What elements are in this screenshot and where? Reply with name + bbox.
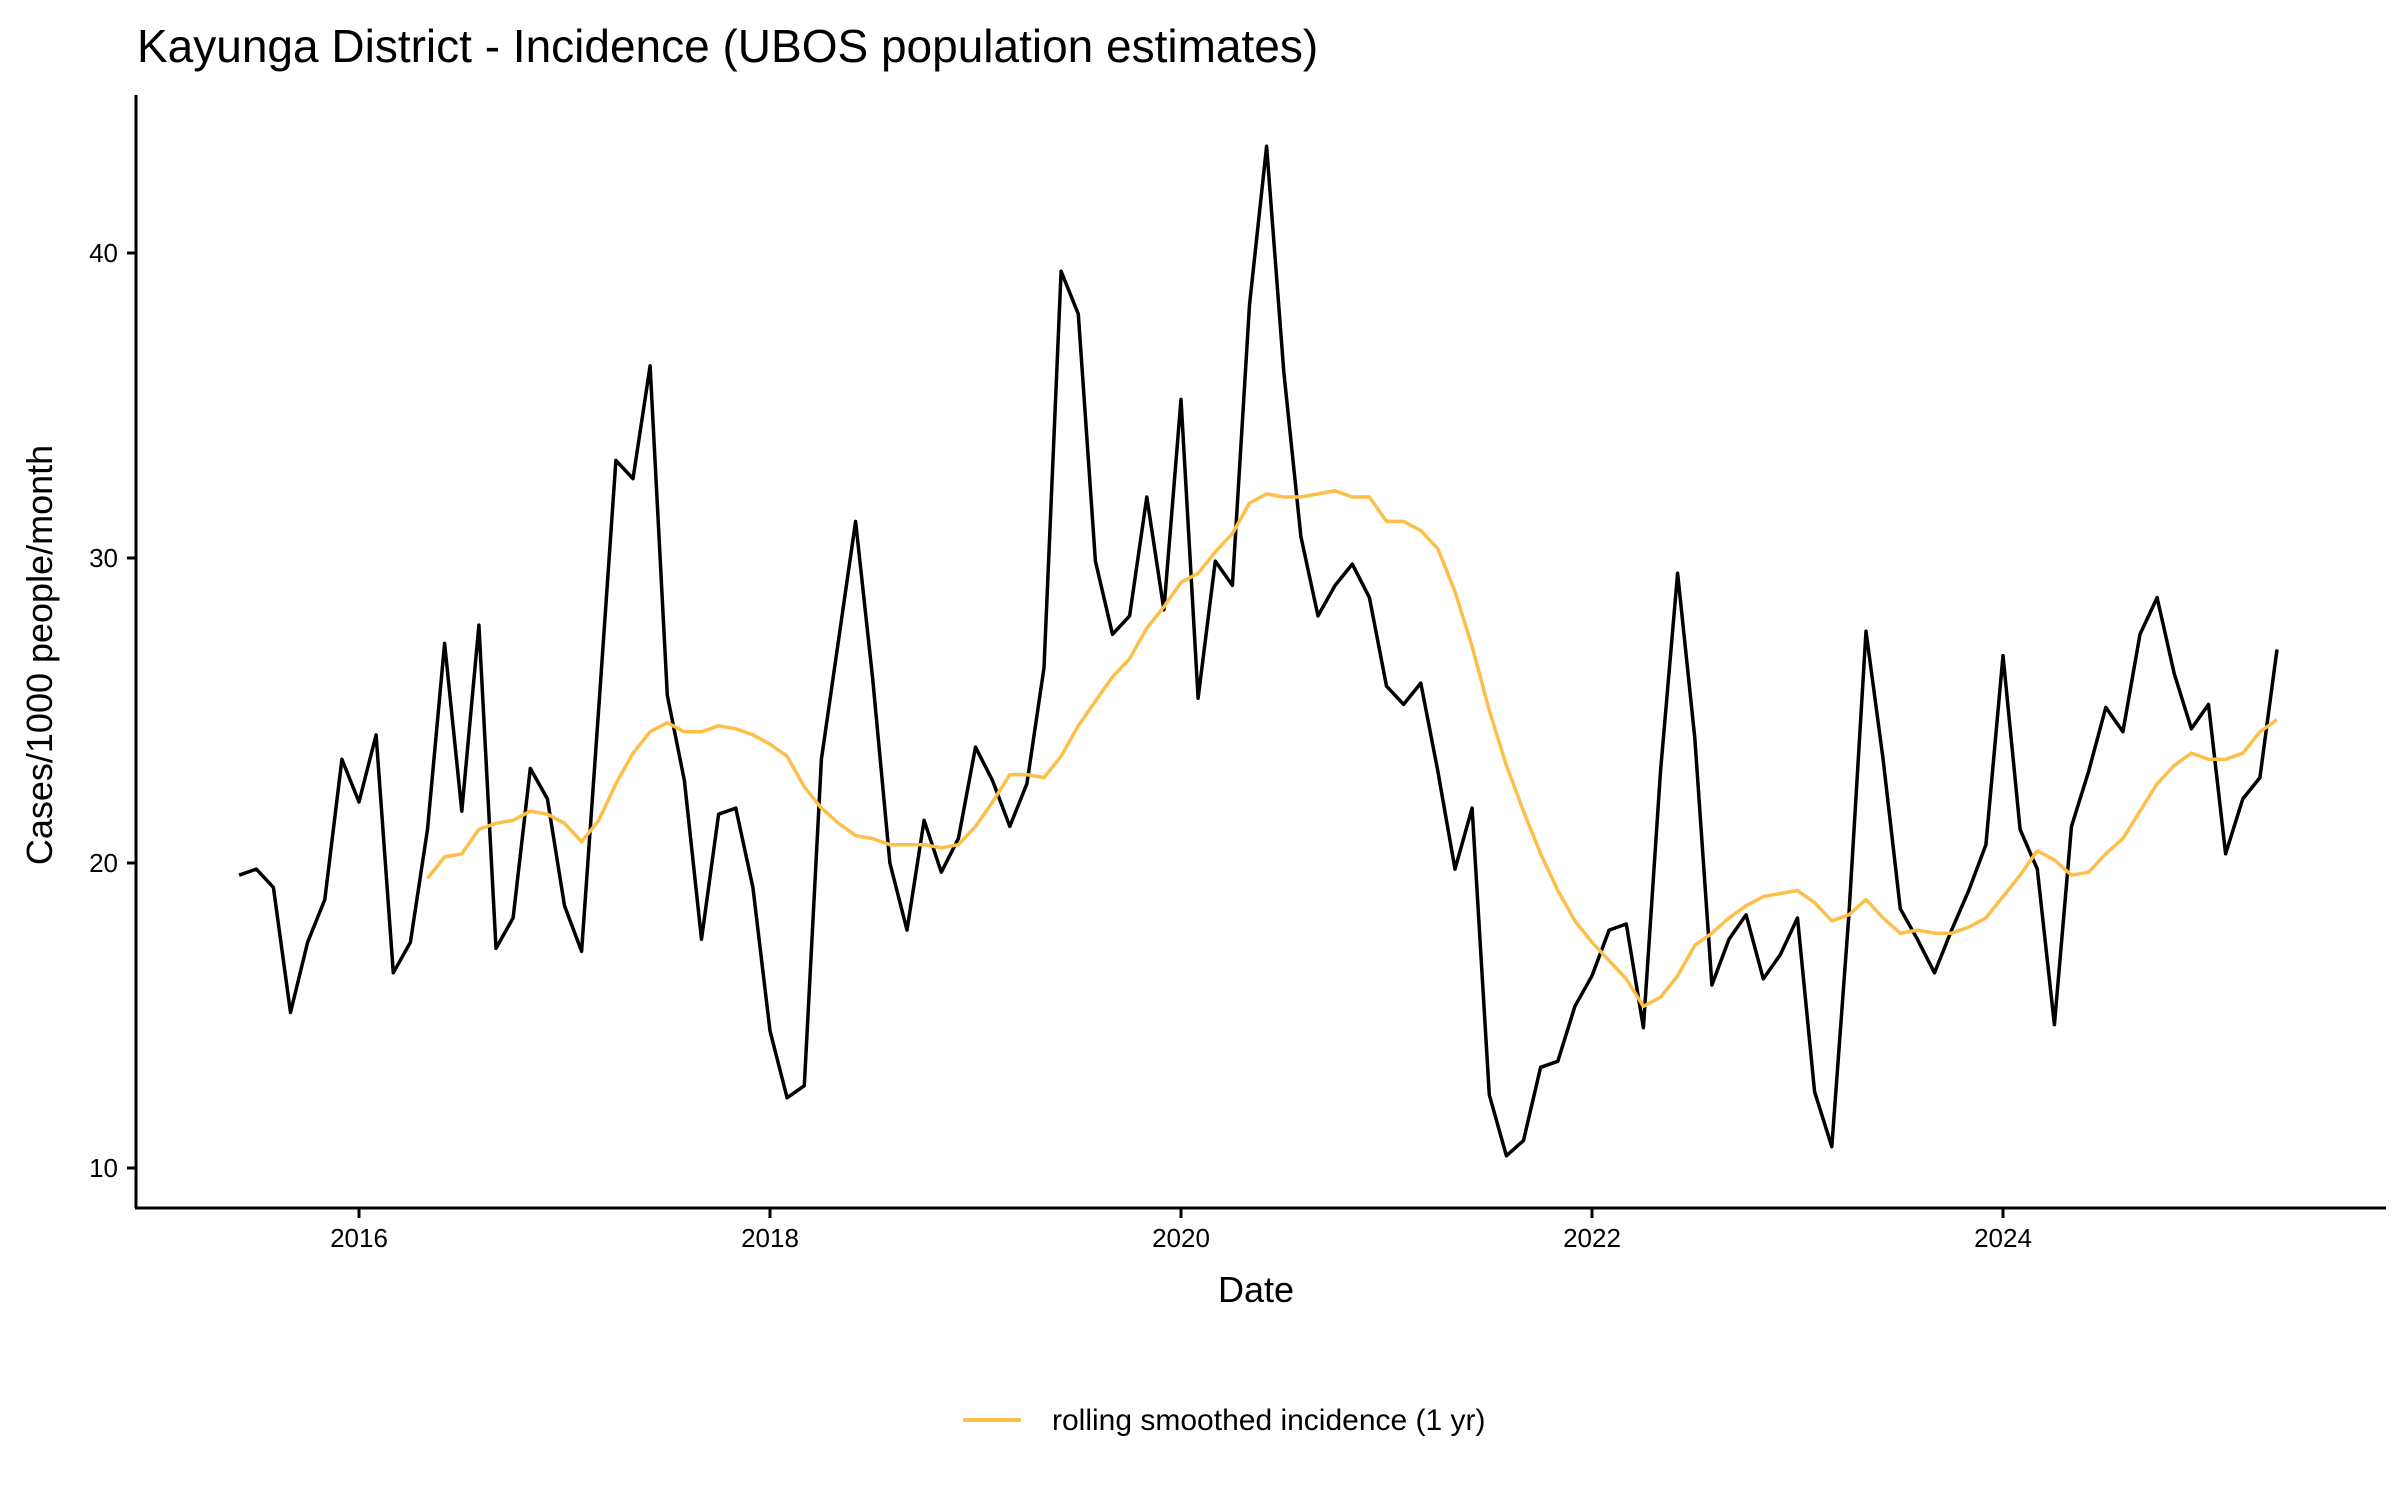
x-axis-ticks: 2016 2018 2020 2022 2024 [330,1208,2032,1253]
x-tick-label: 2016 [330,1223,388,1253]
y-tick-label: 30 [89,543,118,573]
legend-label-rolling: rolling smoothed incidence (1 yr) [1052,1404,1486,1437]
series-line-incidence [238,144,2279,1158]
y-axis-ticks: 10 20 30 40 [89,238,136,1183]
x-tick-label: 2018 [741,1223,799,1253]
x-tick-label: 2020 [1152,1223,1210,1253]
y-tick-label: 10 [89,1153,118,1183]
legend: rolling smoothed incidence (1 yr) [963,1404,1486,1437]
x-axis-title: Date [1218,1269,1294,1310]
x-tick-label: 2022 [1563,1223,1621,1253]
plot-area [238,144,2279,1158]
x-tick-label: 2024 [1974,1223,2032,1253]
chart-title: Kayunga District - Incidence (UBOS popul… [137,20,1318,72]
y-tick-label: 20 [89,848,118,878]
y-tick-label: 40 [89,238,118,268]
series-line-rolling-smoothed-incidence-1-yr [426,489,2279,1009]
y-axis-title: Cases/1000 people/month [19,445,60,865]
